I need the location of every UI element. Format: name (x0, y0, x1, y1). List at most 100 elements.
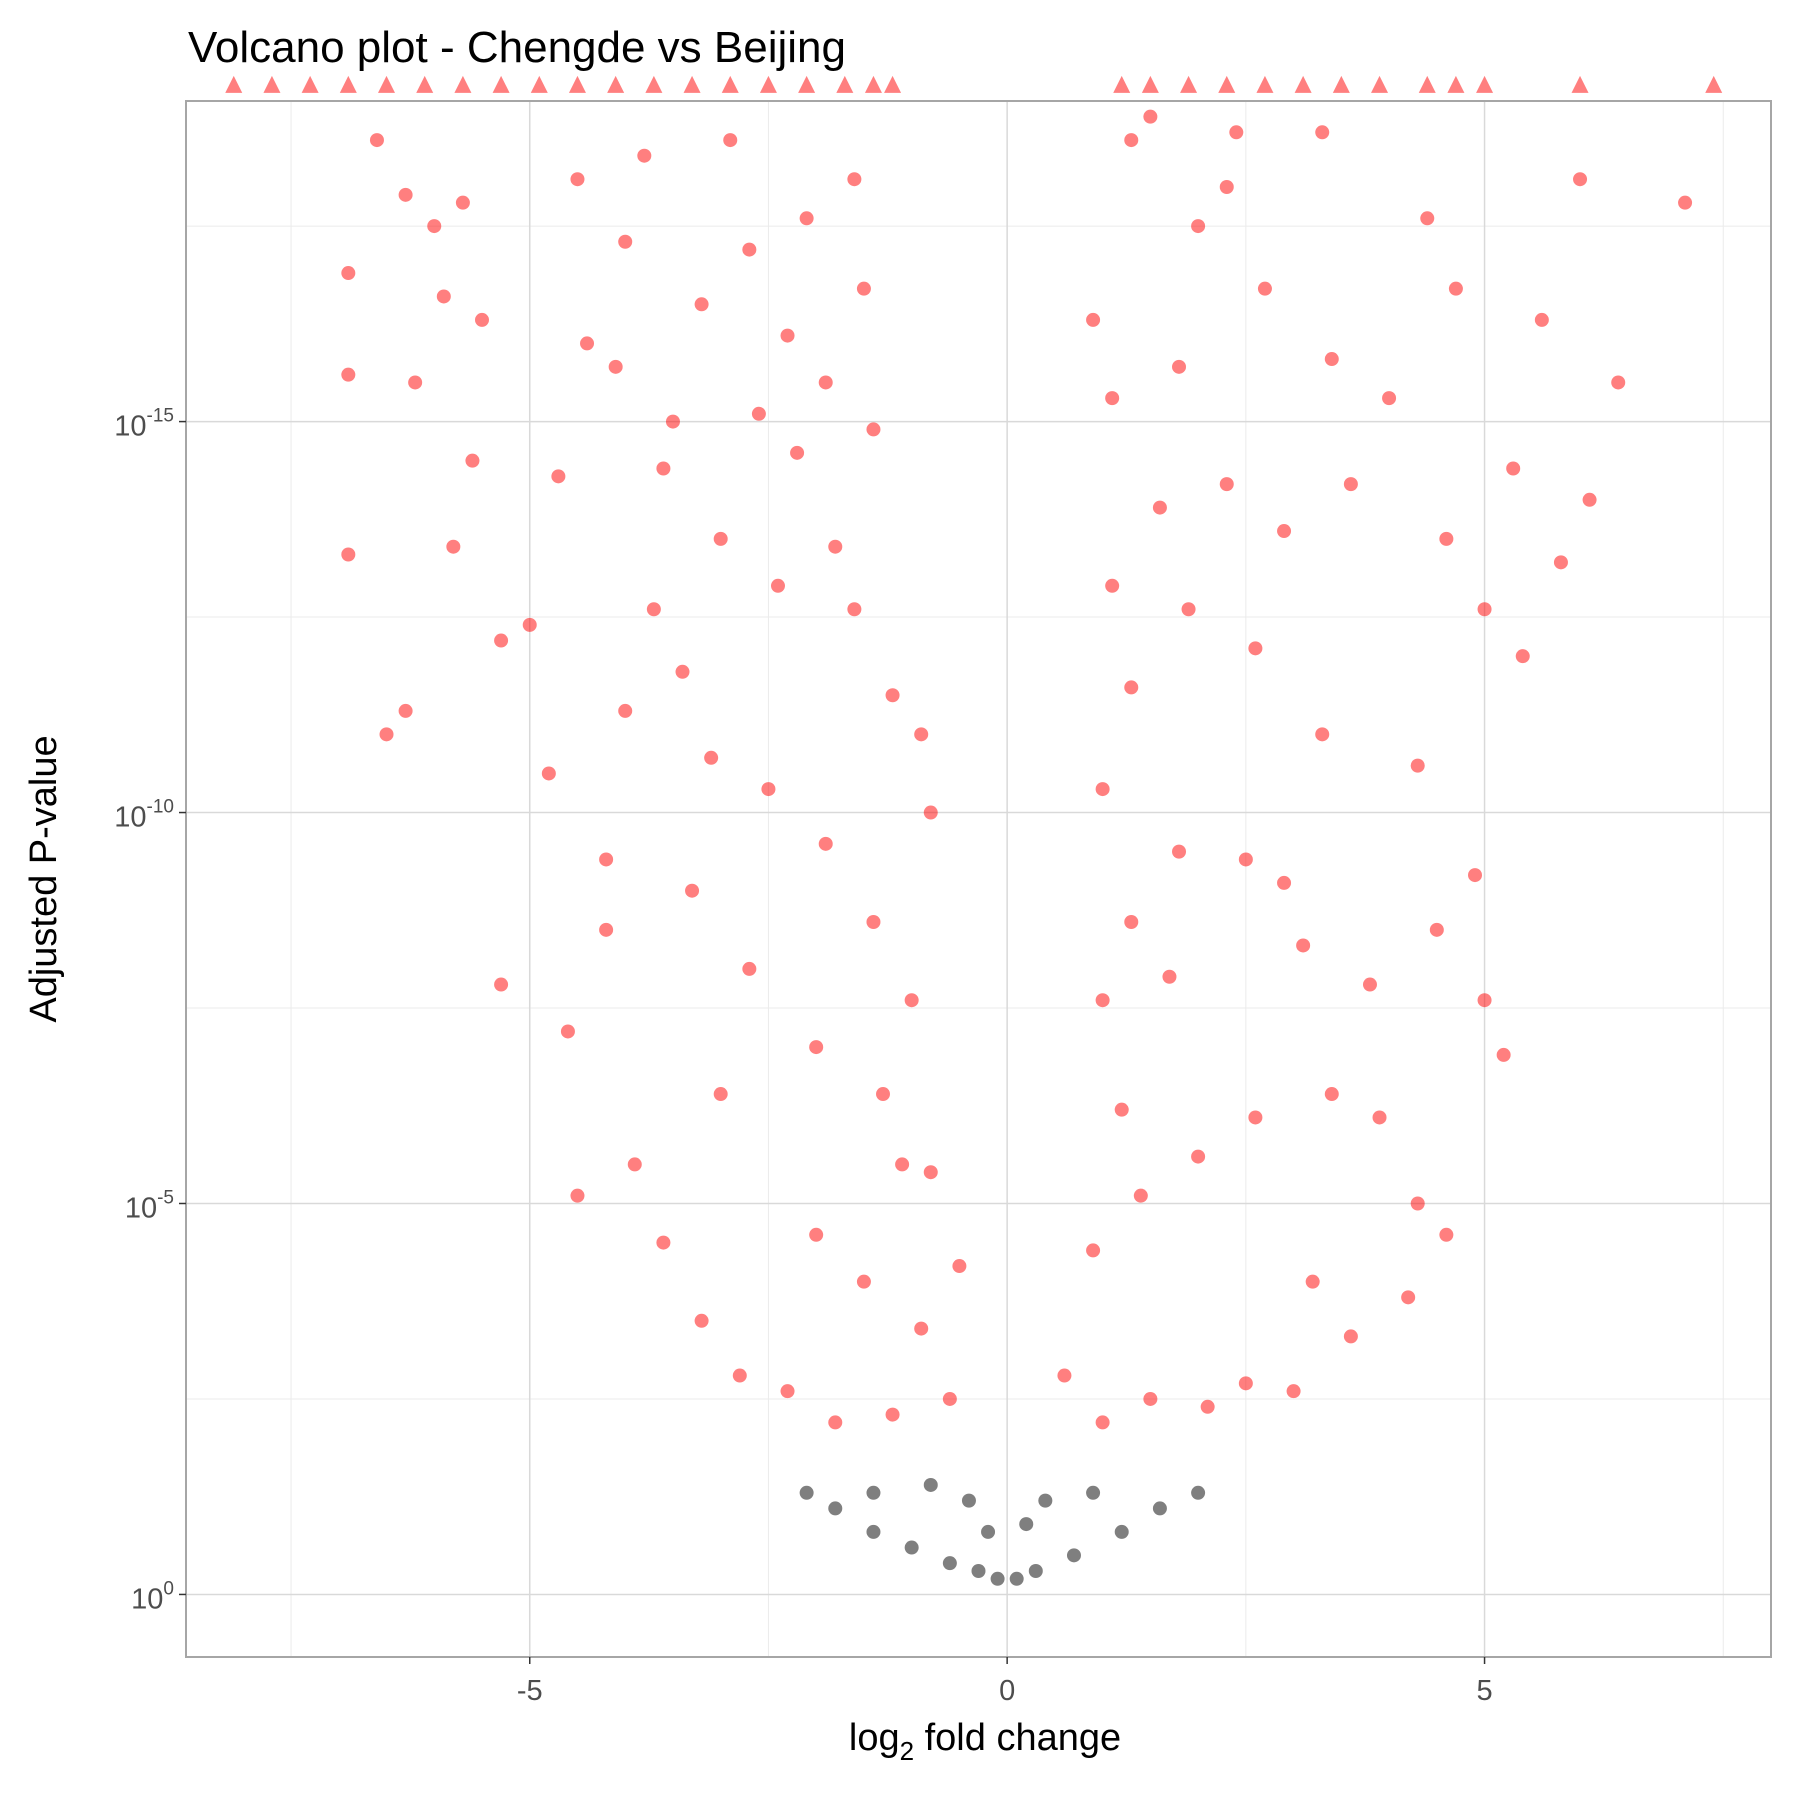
nonsignificant-point (942, 1556, 957, 1571)
nonsignificant-point (1028, 1563, 1043, 1578)
y-axis-title: Adjusted P-value (23, 735, 65, 1022)
significant-point (885, 1407, 900, 1422)
significant-point (455, 195, 470, 210)
capped-point-triangle (1447, 75, 1465, 93)
nonsignificant-point (1086, 1485, 1101, 1500)
significant-point (1181, 602, 1196, 617)
nonsignificant-point (828, 1501, 843, 1516)
significant-point (1172, 359, 1187, 374)
significant-point (866, 915, 881, 930)
nonsignificant-point (1019, 1517, 1034, 1532)
significant-point (1086, 312, 1101, 327)
significant-point (1343, 1329, 1358, 1344)
x-axis-title-subscript: 2 (900, 1736, 914, 1766)
significant-point (1257, 281, 1272, 296)
capped-point-triangle (263, 75, 281, 93)
significant-point (427, 219, 442, 234)
nonsignificant-point (923, 1477, 938, 1492)
significant-point (1124, 915, 1139, 930)
capped-point-triangle (416, 75, 434, 93)
significant-point (1152, 500, 1167, 515)
capped-point-triangle (301, 75, 319, 93)
capped-point-triangle (492, 75, 510, 93)
significant-point (1114, 1102, 1129, 1117)
significant-point (1401, 1290, 1416, 1305)
significant-point (1611, 375, 1626, 390)
significant-point (1248, 1110, 1263, 1125)
significant-point (436, 289, 451, 304)
significant-point (379, 727, 394, 742)
significant-point (742, 242, 757, 257)
nonsignificant-point (866, 1485, 881, 1500)
significant-point (1143, 109, 1158, 124)
significant-point (1515, 649, 1530, 664)
significant-point (618, 703, 633, 718)
major-gridlines (186, 101, 1771, 1657)
significant-point (847, 172, 862, 187)
significant-point (923, 1165, 938, 1180)
significant-point (1496, 1047, 1511, 1062)
significant-point (522, 617, 537, 632)
significant-point (1133, 1188, 1148, 1203)
significant-point (704, 750, 719, 765)
capped-point-triangle (1705, 75, 1723, 93)
significant-point (1095, 993, 1110, 1008)
significant-point (474, 312, 489, 327)
significant-point (1448, 281, 1463, 296)
nonsignificant-point (866, 1524, 881, 1539)
significant-point (1468, 868, 1483, 883)
significant-point (780, 328, 795, 343)
significant-point (732, 1368, 747, 1383)
capped-point-triangle (1332, 75, 1350, 93)
significant-point (1105, 578, 1120, 593)
significant-point (408, 375, 423, 390)
significant-point (685, 883, 700, 898)
nonsignificant-point (1038, 1493, 1053, 1508)
significant-point (923, 805, 938, 820)
y-tick-label: 10-15 (114, 406, 174, 443)
significant-point (723, 133, 738, 148)
significant-point (761, 782, 776, 797)
significant-point (1143, 1391, 1158, 1406)
significant-point (1315, 727, 1330, 742)
significant-point (599, 922, 614, 937)
significant-point (1534, 312, 1549, 327)
y-tick-label: 10-5 (125, 1187, 174, 1224)
significant-point (1420, 211, 1435, 226)
significant-point (1105, 391, 1120, 406)
capped-point-triangle (1180, 75, 1198, 93)
significant-point (369, 133, 384, 148)
significant-point (465, 453, 480, 468)
significant-point (1296, 938, 1311, 953)
significant-point (1324, 1087, 1339, 1102)
significant-point (1477, 993, 1492, 1008)
capped-point-triangle (568, 75, 586, 93)
significant-point (656, 1235, 671, 1250)
significant-point (1095, 782, 1110, 797)
significant-point (656, 461, 671, 476)
significant-point (818, 836, 833, 851)
x-tick-label: 5 (1476, 1675, 1492, 1707)
significant-point (1191, 219, 1206, 234)
significant-point (694, 1313, 709, 1328)
significant-point (790, 445, 805, 460)
significant-point (942, 1391, 957, 1406)
significant-point (1429, 922, 1444, 937)
significant-point (341, 367, 356, 382)
nonsignificant-point (971, 1563, 986, 1578)
y-tick-label: 100 (131, 1578, 174, 1615)
significant-point (904, 993, 919, 1008)
significant-point (713, 1087, 728, 1102)
significant-point (1439, 531, 1454, 546)
significant-point (847, 602, 862, 617)
y-tick-label: 10-10 (114, 797, 174, 834)
significant-point (560, 1024, 575, 1039)
nonsignificant-point (799, 1485, 814, 1500)
significant-point (446, 539, 461, 554)
significant-point (952, 1259, 967, 1274)
significant-point (1238, 1376, 1253, 1391)
chart-title: Volcano plot - Chengde vs Beijing (188, 23, 846, 72)
significant-point (770, 578, 785, 593)
x-axis-title-rest: fold change (914, 1717, 1121, 1759)
capped-point-triangle (378, 75, 396, 93)
